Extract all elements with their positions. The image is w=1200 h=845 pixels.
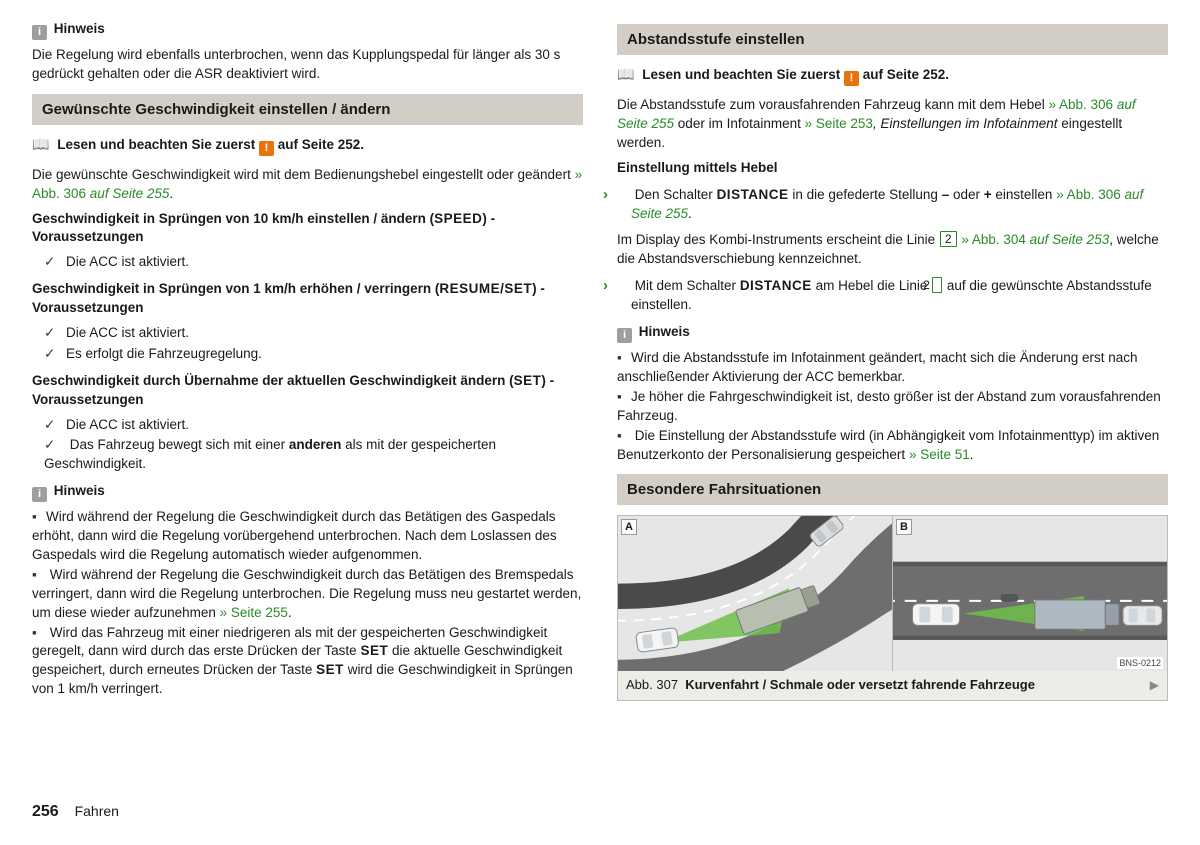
distance-intro: Die Abstandsstufe zum vorausfahrenden Fa… (617, 96, 1168, 153)
box-number: 2 (940, 231, 957, 247)
check-item: Es erfolgt die Fahrzeugregelung. (44, 345, 583, 364)
section-situations-title: Besondere Fahrsituationen (617, 474, 1168, 505)
read-first-left: Lesen und beachten Sie zuerst ! auf Seit… (32, 135, 583, 156)
hinweis-3-list: Wird die Abstandsstufe im Infotainment g… (617, 349, 1168, 464)
section-speed-title: Gewünschte Geschwindigkeit einstellen / … (32, 94, 583, 125)
intro-text: Die gewünschte Geschwindigkeit wird mit … (32, 167, 575, 182)
left-column: i Hinweis Die Regelung wird ebenfalls un… (32, 14, 583, 707)
intro-para: Die gewünschte Geschwindigkeit wird mit … (32, 166, 583, 204)
page-number: 256 (32, 803, 59, 820)
ref-link: » Seite 253 (805, 116, 873, 131)
warn-icon: ! (259, 141, 274, 156)
arrow-list-1: Den Schalter DISTANCE in die gefederte S… (617, 184, 1168, 224)
info-icon: i (32, 25, 47, 40)
hinweis-2-label: Hinweis (54, 483, 105, 498)
list-item: Wird das Fahrzeug mit einer niedrigeren … (32, 624, 583, 700)
right-column: Abstandsstufe einstellen Lesen und beach… (617, 14, 1168, 707)
hinweis-3-label: Hinweis (639, 324, 690, 339)
checklist-1: Die ACC ist aktiviert. (32, 253, 583, 272)
offset-diagram (893, 516, 1167, 671)
info-icon: i (617, 328, 632, 343)
figure-number: Abb. 307 (626, 677, 678, 692)
ref-link: » Abb. 304 (958, 232, 1026, 247)
arrow-list-2: Mit dem Schalter DISTANCE am Hebel die L… (617, 275, 1168, 315)
two-column-layout: i Hinweis Die Regelung wird ebenfalls un… (32, 14, 1168, 707)
figure-caption: Abb. 307 Kurvenfahrt / Schmale oder vers… (618, 671, 1167, 699)
page-section: Fahren (75, 803, 119, 819)
continue-icon: ▶ (1150, 677, 1159, 694)
hinweis-1-head: i Hinweis (32, 20, 583, 40)
sub1: Geschwindigkeit in Sprüngen von 10 km/h … (32, 210, 583, 248)
book-icon (617, 67, 638, 82)
book-icon (32, 137, 53, 152)
figure-title: Kurvenfahrt / Schmale oder versetzt fahr… (685, 677, 1035, 692)
figure-panel-a: A (618, 516, 893, 671)
checklist-3: Die ACC ist aktiviert. Das Fahrzeug bewe… (32, 416, 583, 475)
ref-link: » Abb. 306 (1056, 187, 1121, 202)
page-footer: 256 Fahren (32, 801, 119, 823)
panel-label-a: A (621, 519, 637, 535)
warn-icon: ! (844, 71, 859, 86)
hinweis-2-head: i Hinweis (32, 482, 583, 502)
list-item: Die Einstellung der Abstandsstufe wird (… (617, 427, 1168, 465)
list-item: Wird während der Regelung die Geschwindi… (32, 566, 583, 623)
checklist-2: Die ACC ist aktiviert. Es erfolgt die Fa… (32, 324, 583, 364)
display-line-para: Im Display des Kombi-Instruments erschei… (617, 231, 1168, 269)
hinweis-1-label: Hinweis (54, 21, 105, 36)
arrow-item: Den Schalter DISTANCE in die gefederte S… (617, 184, 1168, 224)
figure-panels: A (618, 516, 1167, 671)
ref-link: » Seite 255 (220, 605, 288, 620)
figure-307: A (617, 515, 1168, 700)
arrow-item: Mit dem Schalter DISTANCE am Hebel die L… (617, 275, 1168, 315)
ref-link: » Abb. 306 (1049, 97, 1114, 112)
list-item: Je höher die Fahrgeschwindigkeit ist, de… (617, 388, 1168, 426)
sub2: Geschwindigkeit in Sprüngen von 1 km/h e… (32, 280, 583, 318)
hinweis-3-head: i Hinweis (617, 323, 1168, 343)
hinweis-2-list: Wird während der Regelung die Geschwindi… (32, 508, 583, 699)
box-number: 2 (932, 277, 942, 293)
curve-diagram (618, 516, 892, 671)
panel-label-b: B (896, 519, 912, 535)
sub3: Geschwindigkeit durch Übernahme der aktu… (32, 372, 583, 410)
ref-link: » Seite 51 (909, 447, 970, 462)
figure-panel-b: B (893, 516, 1167, 671)
readfirst-pre: Lesen und beachten Sie zuerst (57, 137, 259, 152)
intro-ref-ital: auf Seite 255 (86, 186, 169, 201)
check-item: Die ACC ist aktiviert. (44, 253, 583, 272)
check-item: Die ACC ist aktiviert. (44, 416, 583, 435)
check-item: Das Fahrzeug bewegt sich mit einer ander… (44, 436, 583, 474)
section-distance-title: Abstandsstufe einstellen (617, 24, 1168, 55)
info-icon: i (32, 487, 47, 502)
read-first-right: Lesen und beachten Sie zuerst ! auf Seit… (617, 65, 1168, 86)
hinweis-1-body: Die Regelung wird ebenfalls unterbrochen… (32, 46, 583, 84)
figure-code: BNS-0212 (1117, 657, 1163, 670)
check-item: Die ACC ist aktiviert. (44, 324, 583, 343)
sub-hebel: Einstellung mittels Hebel (617, 159, 1168, 178)
list-item: Wird während der Regelung die Geschwindi… (32, 508, 583, 565)
readfirst-post: auf Seite 252. (274, 137, 364, 152)
list-item: Wird die Abstandsstufe im Infotainment g… (617, 349, 1168, 387)
